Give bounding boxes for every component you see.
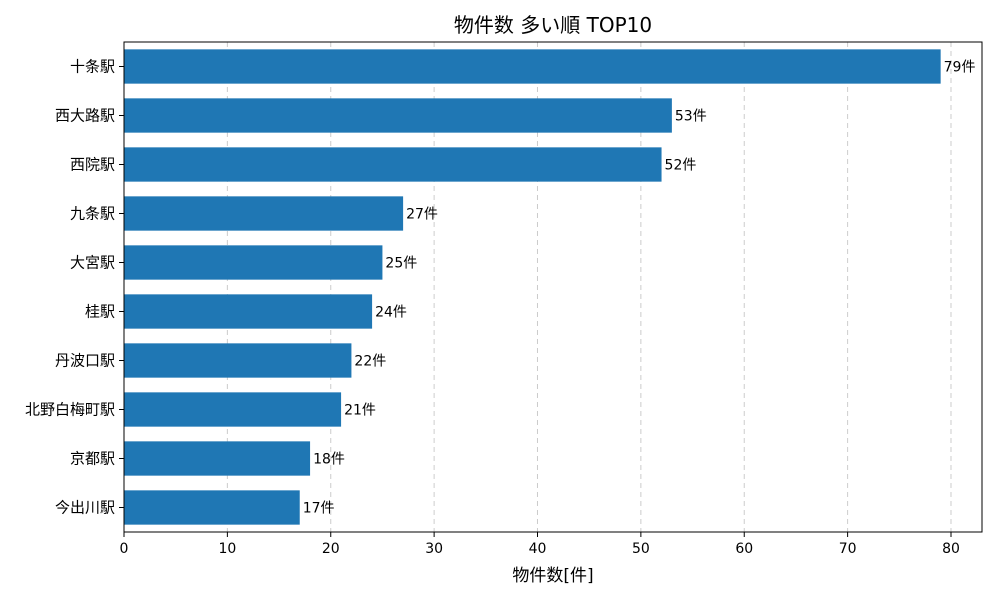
chart-title: 物件数 多い順 TOP10 <box>454 13 652 37</box>
bar <box>124 245 383 280</box>
bar <box>124 294 373 329</box>
bar <box>124 392 342 427</box>
bar <box>124 147 662 182</box>
bars: 79件 53件 52件 27件 25件 24件 22件 21件 18件 17件 <box>124 49 976 525</box>
data-label: 27件 <box>406 207 438 223</box>
y-tick-label: 西大路駅 <box>55 107 115 125</box>
bar <box>124 441 311 476</box>
x-tick-label: 30 <box>425 541 443 557</box>
plot-frame <box>123 41 983 533</box>
bar <box>124 49 941 84</box>
data-label: 22件 <box>354 354 386 370</box>
y-tick-label: 丹波口駅 <box>55 352 115 370</box>
x-axis-title: 物件数[件] <box>512 566 593 586</box>
y-tick-label: 今出川駅 <box>55 499 115 517</box>
x-tick-label: 50 <box>632 541 650 557</box>
data-label: 24件 <box>375 305 407 321</box>
data-label: 25件 <box>385 256 417 272</box>
y-tick-label: 西院駅 <box>70 156 115 174</box>
y-tick-label: 九条駅 <box>70 205 115 223</box>
x-tick-label: 60 <box>735 541 753 557</box>
y-tick-label: 大宮駅 <box>70 254 115 272</box>
y-tick-label: 桂駅 <box>85 303 115 321</box>
x-tick-label: 80 <box>942 541 960 557</box>
data-label: 52件 <box>665 158 697 174</box>
bar <box>124 490 300 525</box>
data-label: 53件 <box>675 109 707 125</box>
bar <box>124 343 352 378</box>
x-tick-label: 10 <box>218 541 236 557</box>
x-tick-label: 20 <box>322 541 340 557</box>
x-tick-label: 40 <box>529 541 547 557</box>
y-tick-label: 十条駅 <box>70 58 115 76</box>
x-tick-label: 0 <box>120 541 129 557</box>
y-tick-label: 京都駅 <box>70 450 115 468</box>
bar <box>124 196 404 231</box>
bar <box>124 98 672 133</box>
x-tick-label: 70 <box>839 541 857 557</box>
data-label: 17件 <box>303 501 335 517</box>
data-label: 79件 <box>944 60 976 76</box>
data-label: 18件 <box>313 452 345 468</box>
x-axis-ticks: 0 10 20 30 40 50 60 70 80 <box>120 532 960 557</box>
y-tick-label: 北野白梅町駅 <box>25 401 115 419</box>
data-label: 21件 <box>344 403 376 419</box>
